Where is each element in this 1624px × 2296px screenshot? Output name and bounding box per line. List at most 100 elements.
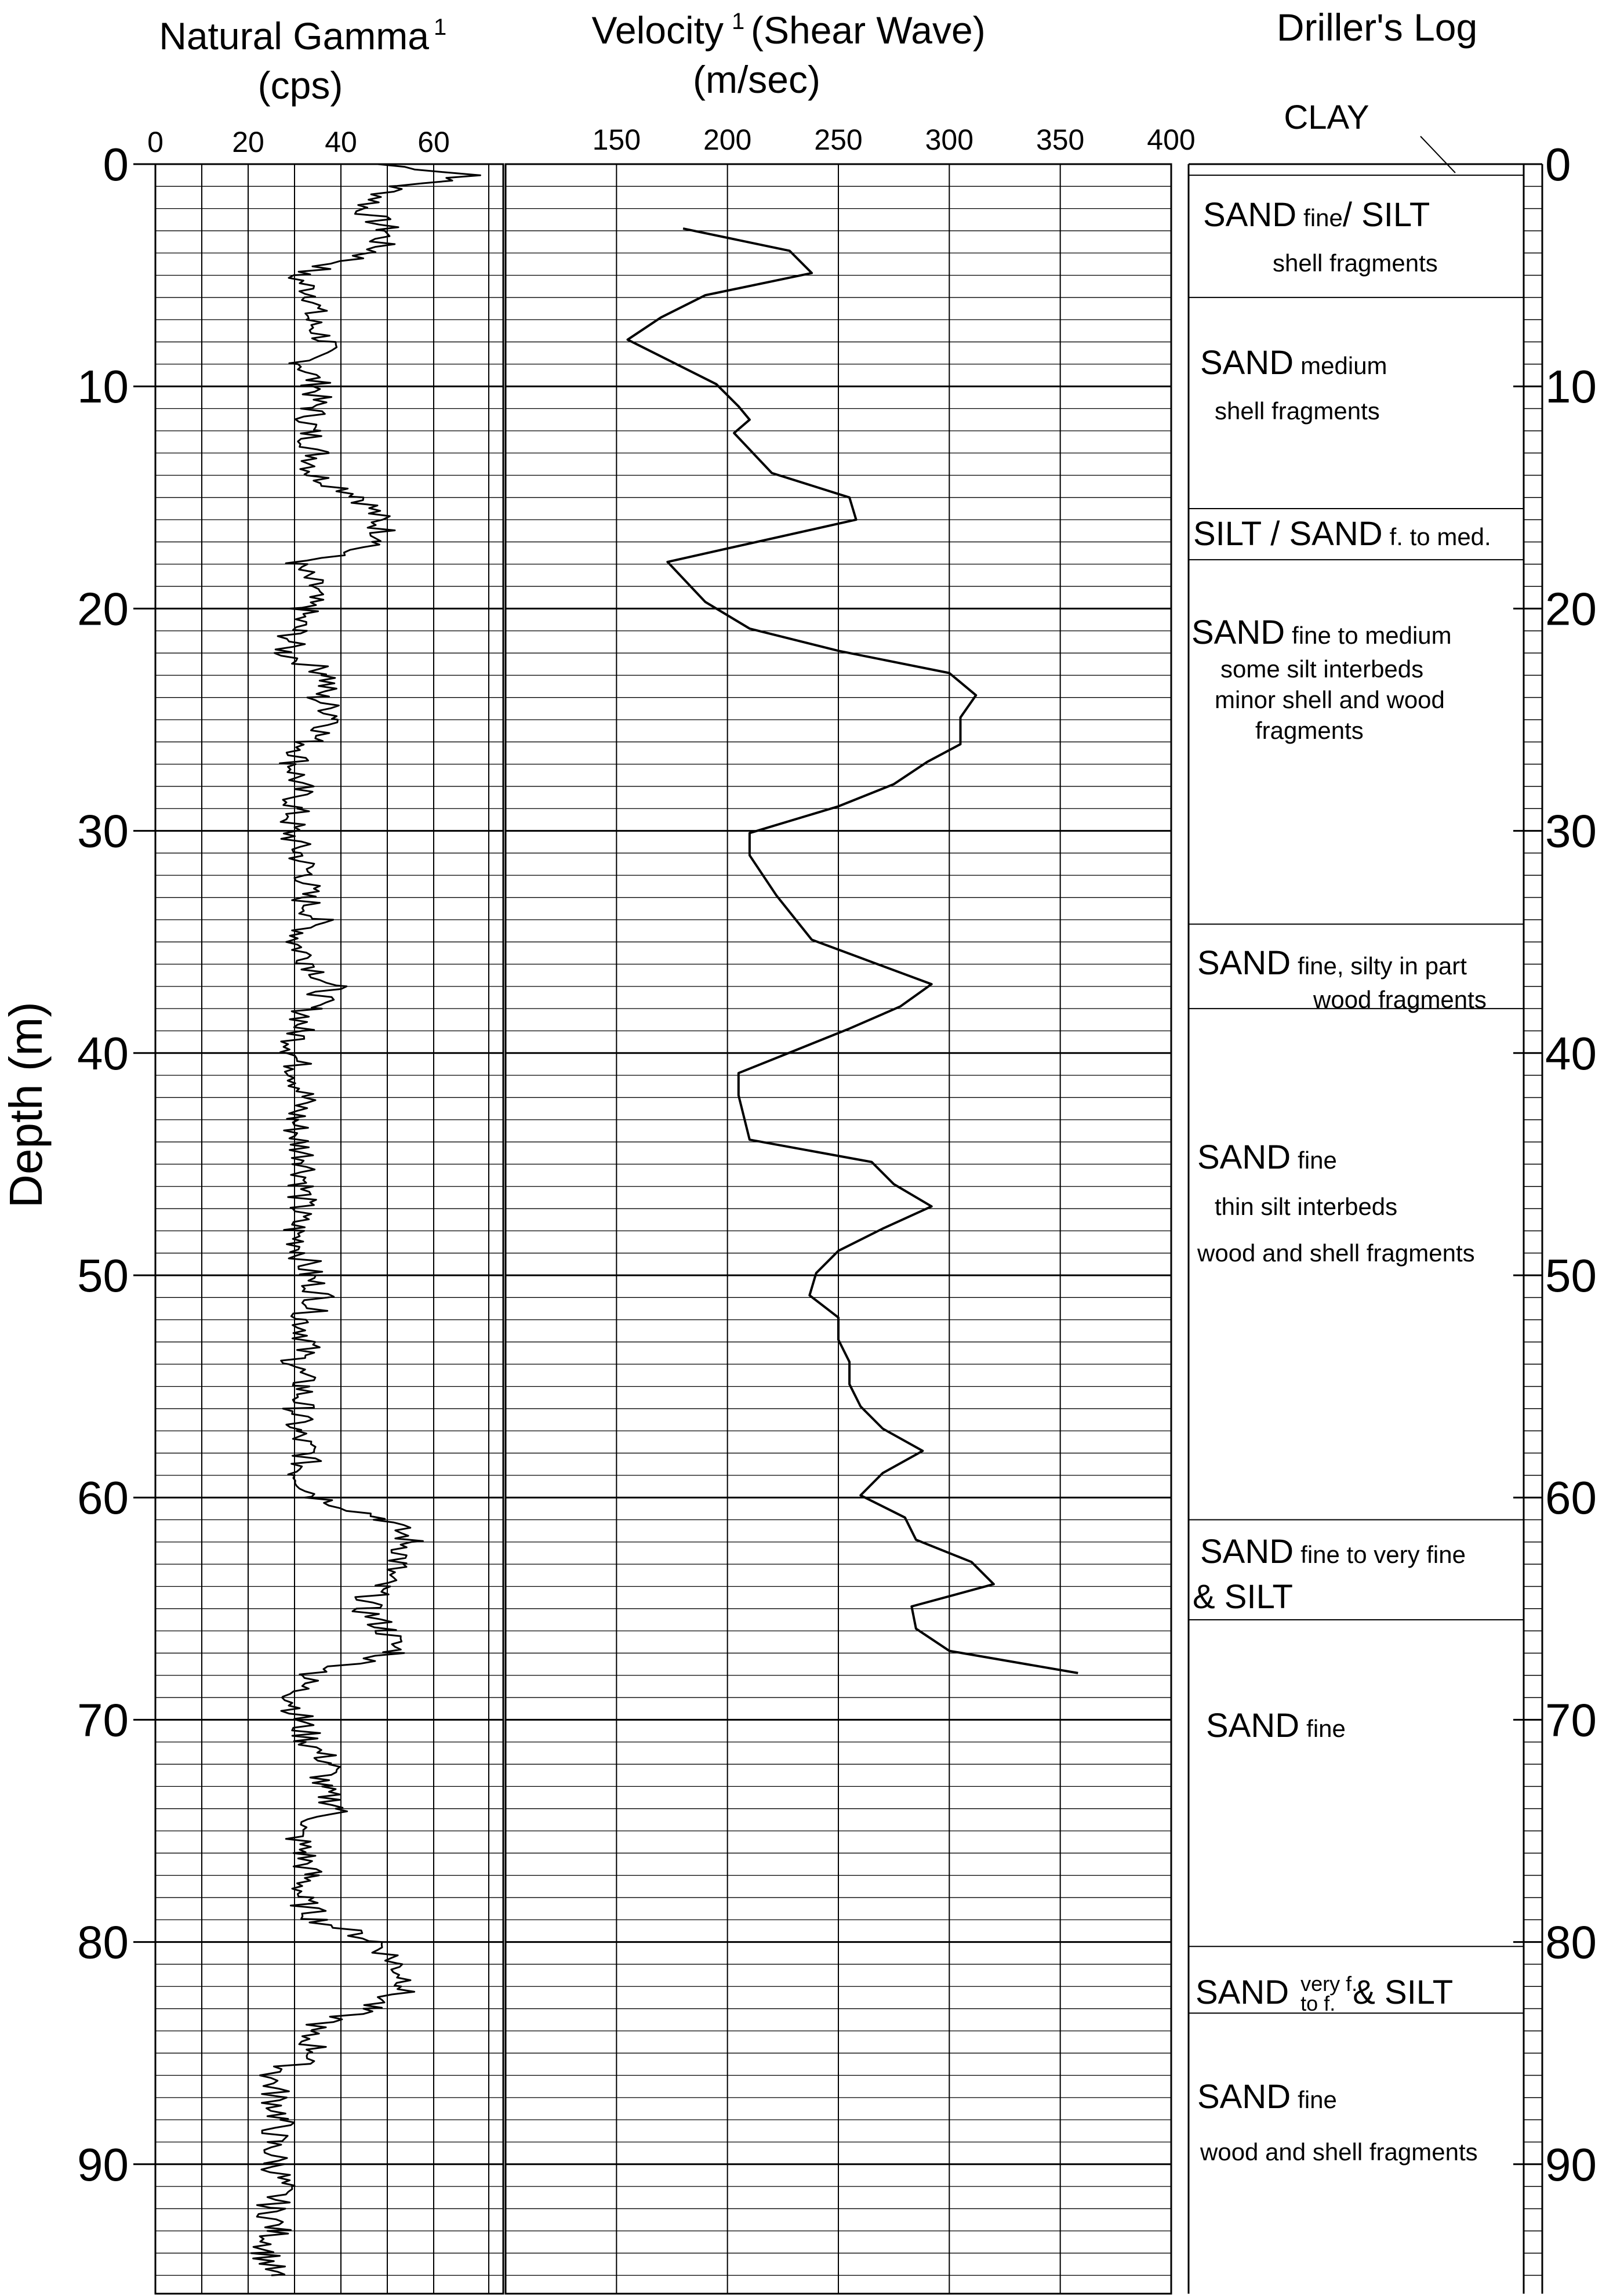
drillers-log-title: Driller's Log: [1277, 6, 1477, 49]
log-unit-line: thin silt interbeds: [1215, 1193, 1397, 1220]
depth-axis-label: Depth (m): [0, 1002, 52, 1208]
right-depth-tick-label: 30: [1545, 806, 1597, 857]
log-descriptor: wood fragments: [1313, 986, 1487, 1013]
depth-axis-left: 0 10 20 30 40 50 60 70 80 90: [77, 139, 155, 2190]
log-lithology: SAND: [1203, 196, 1296, 234]
log-descriptor: shell fragments: [1215, 397, 1380, 425]
log-unit-line: shell fragments: [1273, 249, 1438, 277]
velocity-panel: 150 200 250 300 350 400: [504, 124, 1196, 2295]
left-depth-tick-label: 90: [77, 2139, 129, 2190]
log-unit-line: wood fragments: [1313, 986, 1487, 1013]
left-depth-tick-label: 0: [103, 139, 129, 190]
left-depth-tick-label: 80: [77, 1917, 129, 1968]
log-descriptor: thin silt interbeds: [1215, 1193, 1397, 1220]
log-lithology: & SILT: [1353, 1974, 1453, 2011]
log-descriptor: wood and shell fragments: [1200, 2138, 1478, 2166]
log-lithology: SAND: [1196, 1974, 1289, 2011]
log-descriptor: fine to medium: [1292, 622, 1451, 649]
log-unit-line: SAND very f. to f. & SILT: [1196, 1972, 1453, 2015]
left-depth-tick-label: 70: [77, 1694, 129, 1746]
right-depth-tick-label: 20: [1545, 583, 1597, 634]
log-lithology: SAND: [1197, 944, 1291, 982]
log-lithology: & SILT: [1193, 1578, 1293, 1616]
gamma-series-line: [250, 163, 481, 2276]
velocity-x-tick: 300: [925, 124, 973, 156]
log-lithology: SILT / SAND: [1193, 515, 1383, 553]
depth-axis-right: 0 10 20 30 40 50 60 70 80 90: [1513, 139, 1597, 2294]
log-lithology: SAND: [1197, 1138, 1291, 1176]
log-descriptor: fine: [1306, 1715, 1346, 1742]
gamma-x-tick: 40: [325, 126, 357, 158]
log-unit-line: SAND fine/ SILT: [1203, 196, 1430, 234]
right-depth-tick-label: 60: [1545, 1472, 1597, 1524]
right-depth-tick-label: 80: [1545, 1917, 1597, 1968]
velocity-x-tick: 150: [593, 124, 641, 156]
log-descriptor: wood and shell fragments: [1197, 1239, 1475, 1267]
log-unit-line: SILT / SAND f. to med.: [1193, 515, 1491, 553]
velocity-series-line: [626, 227, 1078, 1674]
gamma-title-superscript: 1: [434, 14, 446, 40]
log-lithology: SAND: [1200, 344, 1294, 382]
log-lithology: SAND: [1197, 2078, 1291, 2116]
gamma-x-tick: 0: [147, 126, 164, 158]
log-unit-line: wood and shell fragments: [1197, 1239, 1475, 1267]
log-unit-line: minor shell and wood: [1215, 686, 1445, 713]
log-unit-line: SAND fine to medium: [1191, 614, 1452, 651]
right-depth-tick-label: 10: [1545, 361, 1597, 412]
velocity-title: Velocity: [592, 9, 724, 52]
log-unit-line: SAND fine, silty in part: [1197, 944, 1467, 982]
left-depth-tick-label: 50: [77, 1250, 129, 1301]
log-unit-line: some silt interbeds: [1220, 655, 1423, 683]
log-lithology: SAND: [1200, 1533, 1294, 1570]
right-depth-tick-label: 50: [1545, 1250, 1597, 1301]
log-lithology: / SILT: [1343, 196, 1430, 234]
velocity-x-tick: 250: [814, 124, 862, 156]
log-descriptor: shell fragments: [1273, 249, 1438, 277]
log-descriptor: minor shell and wood: [1215, 686, 1445, 713]
left-depth-tick-label: 30: [77, 806, 129, 857]
left-depth-tick-label: 40: [77, 1028, 129, 1079]
log-descriptor: medium: [1300, 352, 1387, 379]
gamma-panel: 0 20 40 60: [147, 126, 504, 2295]
log-unit-line: shell fragments: [1215, 397, 1380, 425]
right-depth-tick-label: 40: [1545, 1028, 1597, 1079]
left-depth-tick-label: 20: [77, 583, 129, 634]
log-descriptor: fine: [1303, 204, 1343, 231]
velocity-title-superscript: 1: [732, 9, 744, 34]
gamma-x-tick: 20: [232, 126, 264, 158]
log-descriptor: very f.: [1300, 1972, 1357, 1996]
log-descriptor: fine: [1298, 2086, 1337, 2113]
log-unit-line: SAND fine to very fine: [1200, 1533, 1466, 1570]
log-descriptor: fine, silty in part: [1298, 952, 1467, 980]
log-unit-line: SAND fine: [1206, 1707, 1346, 1744]
gamma-frame: [154, 163, 504, 2295]
velocity-x-tick: 350: [1036, 124, 1084, 156]
right-depth-tick-label: 0: [1545, 139, 1571, 190]
log-unit-line: SAND medium: [1200, 344, 1387, 382]
gamma-x-tick: 60: [417, 126, 450, 158]
log-descriptor: fragments: [1255, 717, 1364, 744]
log-lithology: SAND: [1191, 614, 1285, 651]
log-unit-line: & SILT: [1193, 1578, 1293, 1616]
log-descriptor: some silt interbeds: [1220, 655, 1423, 683]
left-depth-tick-label: 60: [77, 1472, 129, 1524]
log-descriptor: f. to med.: [1390, 523, 1491, 550]
velocity-units: (m/sec): [693, 58, 820, 101]
log-unit-line: SAND fine: [1197, 1138, 1337, 1176]
log-unit-line: wood and shell fragments: [1200, 2138, 1478, 2166]
velocity-x-tick: 200: [703, 124, 751, 156]
velocity-x-tick: 400: [1147, 124, 1195, 156]
log-lithology: SAND: [1206, 1707, 1299, 1744]
right-depth-tick-label: 90: [1545, 2139, 1597, 2190]
velocity-title-suffix: (Shear Wave): [751, 9, 986, 52]
gamma-units: (cps): [258, 64, 343, 107]
right-depth-tick-label: 70: [1545, 1694, 1597, 1746]
log-unit-line: SAND fine: [1197, 2078, 1337, 2116]
log-descriptor: fine: [1298, 1147, 1337, 1174]
clay-leader-line: [1420, 136, 1456, 173]
left-depth-tick-label: 10: [77, 361, 129, 412]
clay-label: CLAY: [1284, 99, 1369, 136]
